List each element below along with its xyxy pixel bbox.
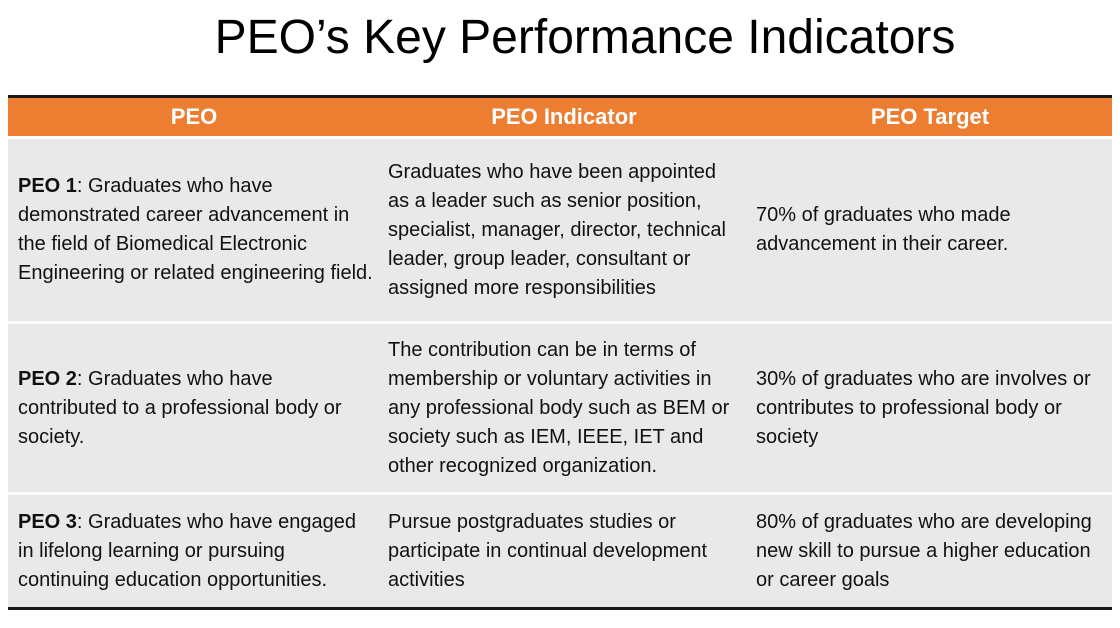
header-peo-indicator: PEO Indicator	[380, 95, 748, 138]
peo-description: : Graduates who have demonstrated career…	[18, 175, 373, 284]
peo-description: : Graduates who have contributed to a pr…	[18, 367, 342, 448]
table-row: PEO 1: Graduates who have demonstrated c…	[8, 136, 1112, 323]
header-peo-target: PEO Target	[748, 95, 1112, 138]
target-cell: 70% of graduates who made advancement in…	[748, 136, 1112, 323]
table-header-row: PEO PEO Indicator PEO Target	[8, 95, 1112, 138]
peo-description: : Graduates who have engaged in lifelong…	[18, 510, 357, 591]
header-peo: PEO	[8, 95, 380, 138]
table-row: PEO 2: Graduates who have contributed to…	[8, 321, 1112, 494]
target-cell: 30% of graduates who are involves or con…	[748, 321, 1112, 494]
peo-id: PEO 2	[18, 367, 77, 390]
table-row: PEO 3: Graduates who have engaged in lif…	[8, 492, 1112, 610]
peo-cell: PEO 3: Graduates who have engaged in lif…	[8, 492, 380, 610]
indicator-cell: Graduates who have been appointed as a l…	[380, 136, 748, 323]
peo-id: PEO 3	[18, 510, 77, 533]
peo-cell: PEO 1: Graduates who have demonstrated c…	[8, 136, 380, 323]
page-title: PEO’s Key Performance Indicators	[214, 11, 956, 64]
kpi-table: PEO PEO Indicator PEO Target PEO 1: Grad…	[8, 95, 1112, 610]
peo-cell: PEO 2: Graduates who have contributed to…	[8, 321, 380, 494]
indicator-cell: Pursue postgraduates studies or particip…	[380, 492, 748, 610]
indicator-cell: The contribution can be in terms of memb…	[380, 321, 748, 494]
target-cell: 80% of graduates who are developing new …	[748, 492, 1112, 610]
peo-id: PEO 1	[18, 175, 77, 197]
